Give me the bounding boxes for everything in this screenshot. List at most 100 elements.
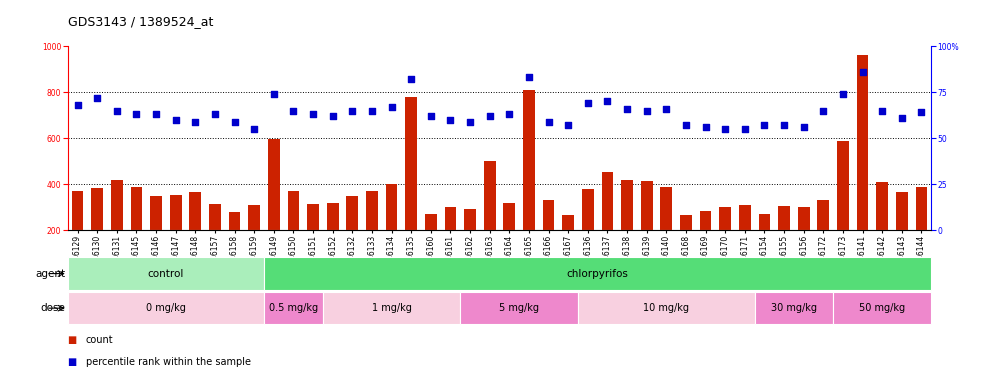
Point — [697, 124, 713, 130]
Point — [226, 119, 242, 125]
Bar — [323, 292, 460, 324]
Bar — [209, 204, 221, 276]
Bar — [699, 211, 711, 276]
Point — [855, 69, 871, 75]
Point — [345, 108, 361, 114]
Bar — [327, 203, 339, 276]
Bar — [640, 181, 652, 276]
Bar — [602, 172, 614, 276]
Bar — [755, 292, 833, 324]
Point — [521, 74, 537, 81]
Bar — [248, 205, 260, 276]
Bar — [288, 191, 300, 276]
Bar — [837, 141, 849, 276]
Point — [187, 119, 203, 125]
Point — [90, 94, 106, 101]
Bar — [680, 215, 692, 276]
Point — [70, 102, 86, 108]
Point — [148, 111, 164, 118]
Point — [600, 98, 616, 104]
Bar — [660, 187, 672, 276]
Point — [305, 111, 321, 118]
Point — [442, 117, 458, 123]
Bar — [464, 209, 476, 276]
Point — [383, 104, 399, 110]
Text: 10 mg/kg: 10 mg/kg — [643, 303, 689, 313]
Point — [403, 76, 419, 82]
Text: 1 mg/kg: 1 mg/kg — [372, 303, 411, 313]
Text: chlorpyrifos: chlorpyrifos — [567, 268, 628, 279]
Bar — [264, 257, 931, 290]
Bar — [130, 187, 142, 276]
Bar — [92, 188, 103, 276]
Point — [658, 106, 674, 112]
Bar — [759, 214, 770, 276]
Text: 50 mg/kg: 50 mg/kg — [860, 303, 905, 313]
Bar — [385, 184, 397, 276]
Point — [776, 122, 792, 128]
Bar — [833, 292, 931, 324]
Bar — [915, 187, 927, 276]
Bar — [523, 90, 535, 276]
Bar — [622, 180, 632, 276]
Point — [207, 111, 223, 118]
Bar — [778, 206, 790, 276]
Point — [816, 108, 832, 114]
Point — [560, 122, 576, 128]
Bar — [68, 257, 264, 290]
Text: percentile rank within the sample: percentile rank within the sample — [86, 357, 251, 367]
Point — [541, 119, 557, 125]
Bar — [189, 192, 201, 276]
Point — [835, 91, 851, 97]
Point — [167, 117, 183, 123]
Point — [286, 108, 302, 114]
Bar — [307, 204, 319, 276]
Bar — [264, 292, 323, 324]
Point — [423, 113, 439, 119]
Text: agent: agent — [36, 268, 66, 279]
Bar — [543, 200, 555, 276]
Bar — [367, 191, 377, 276]
Point — [893, 115, 909, 121]
Bar — [169, 195, 181, 276]
Bar — [503, 203, 515, 276]
Bar — [72, 191, 84, 276]
Point — [364, 108, 379, 114]
Point — [325, 113, 341, 119]
Text: control: control — [147, 268, 184, 279]
Bar — [896, 192, 907, 276]
Point — [620, 106, 635, 112]
Point — [638, 108, 654, 114]
Text: GDS3143 / 1389524_at: GDS3143 / 1389524_at — [68, 15, 213, 28]
Bar — [798, 207, 810, 276]
Text: dose: dose — [41, 303, 66, 313]
Point — [266, 91, 282, 97]
Bar — [268, 139, 280, 276]
Text: 0.5 mg/kg: 0.5 mg/kg — [269, 303, 318, 313]
Point — [128, 111, 144, 118]
Text: ■: ■ — [68, 335, 80, 345]
Text: ■: ■ — [68, 357, 80, 367]
Point — [717, 126, 733, 132]
Bar — [719, 207, 731, 276]
Text: count: count — [86, 335, 114, 345]
Point — [757, 122, 773, 128]
Bar — [425, 214, 436, 276]
Bar — [68, 292, 264, 324]
Bar — [111, 180, 123, 276]
Bar — [857, 55, 869, 276]
Point — [678, 122, 694, 128]
Bar — [444, 207, 456, 276]
Text: 30 mg/kg: 30 mg/kg — [771, 303, 817, 313]
Point — [482, 113, 498, 119]
Bar — [876, 182, 888, 276]
Point — [580, 100, 596, 106]
Text: 0 mg/kg: 0 mg/kg — [146, 303, 186, 313]
Bar — [739, 205, 751, 276]
Bar — [484, 161, 496, 276]
Point — [737, 126, 753, 132]
Bar — [460, 292, 578, 324]
Bar — [229, 212, 240, 276]
Bar — [347, 196, 359, 276]
Bar — [150, 196, 162, 276]
